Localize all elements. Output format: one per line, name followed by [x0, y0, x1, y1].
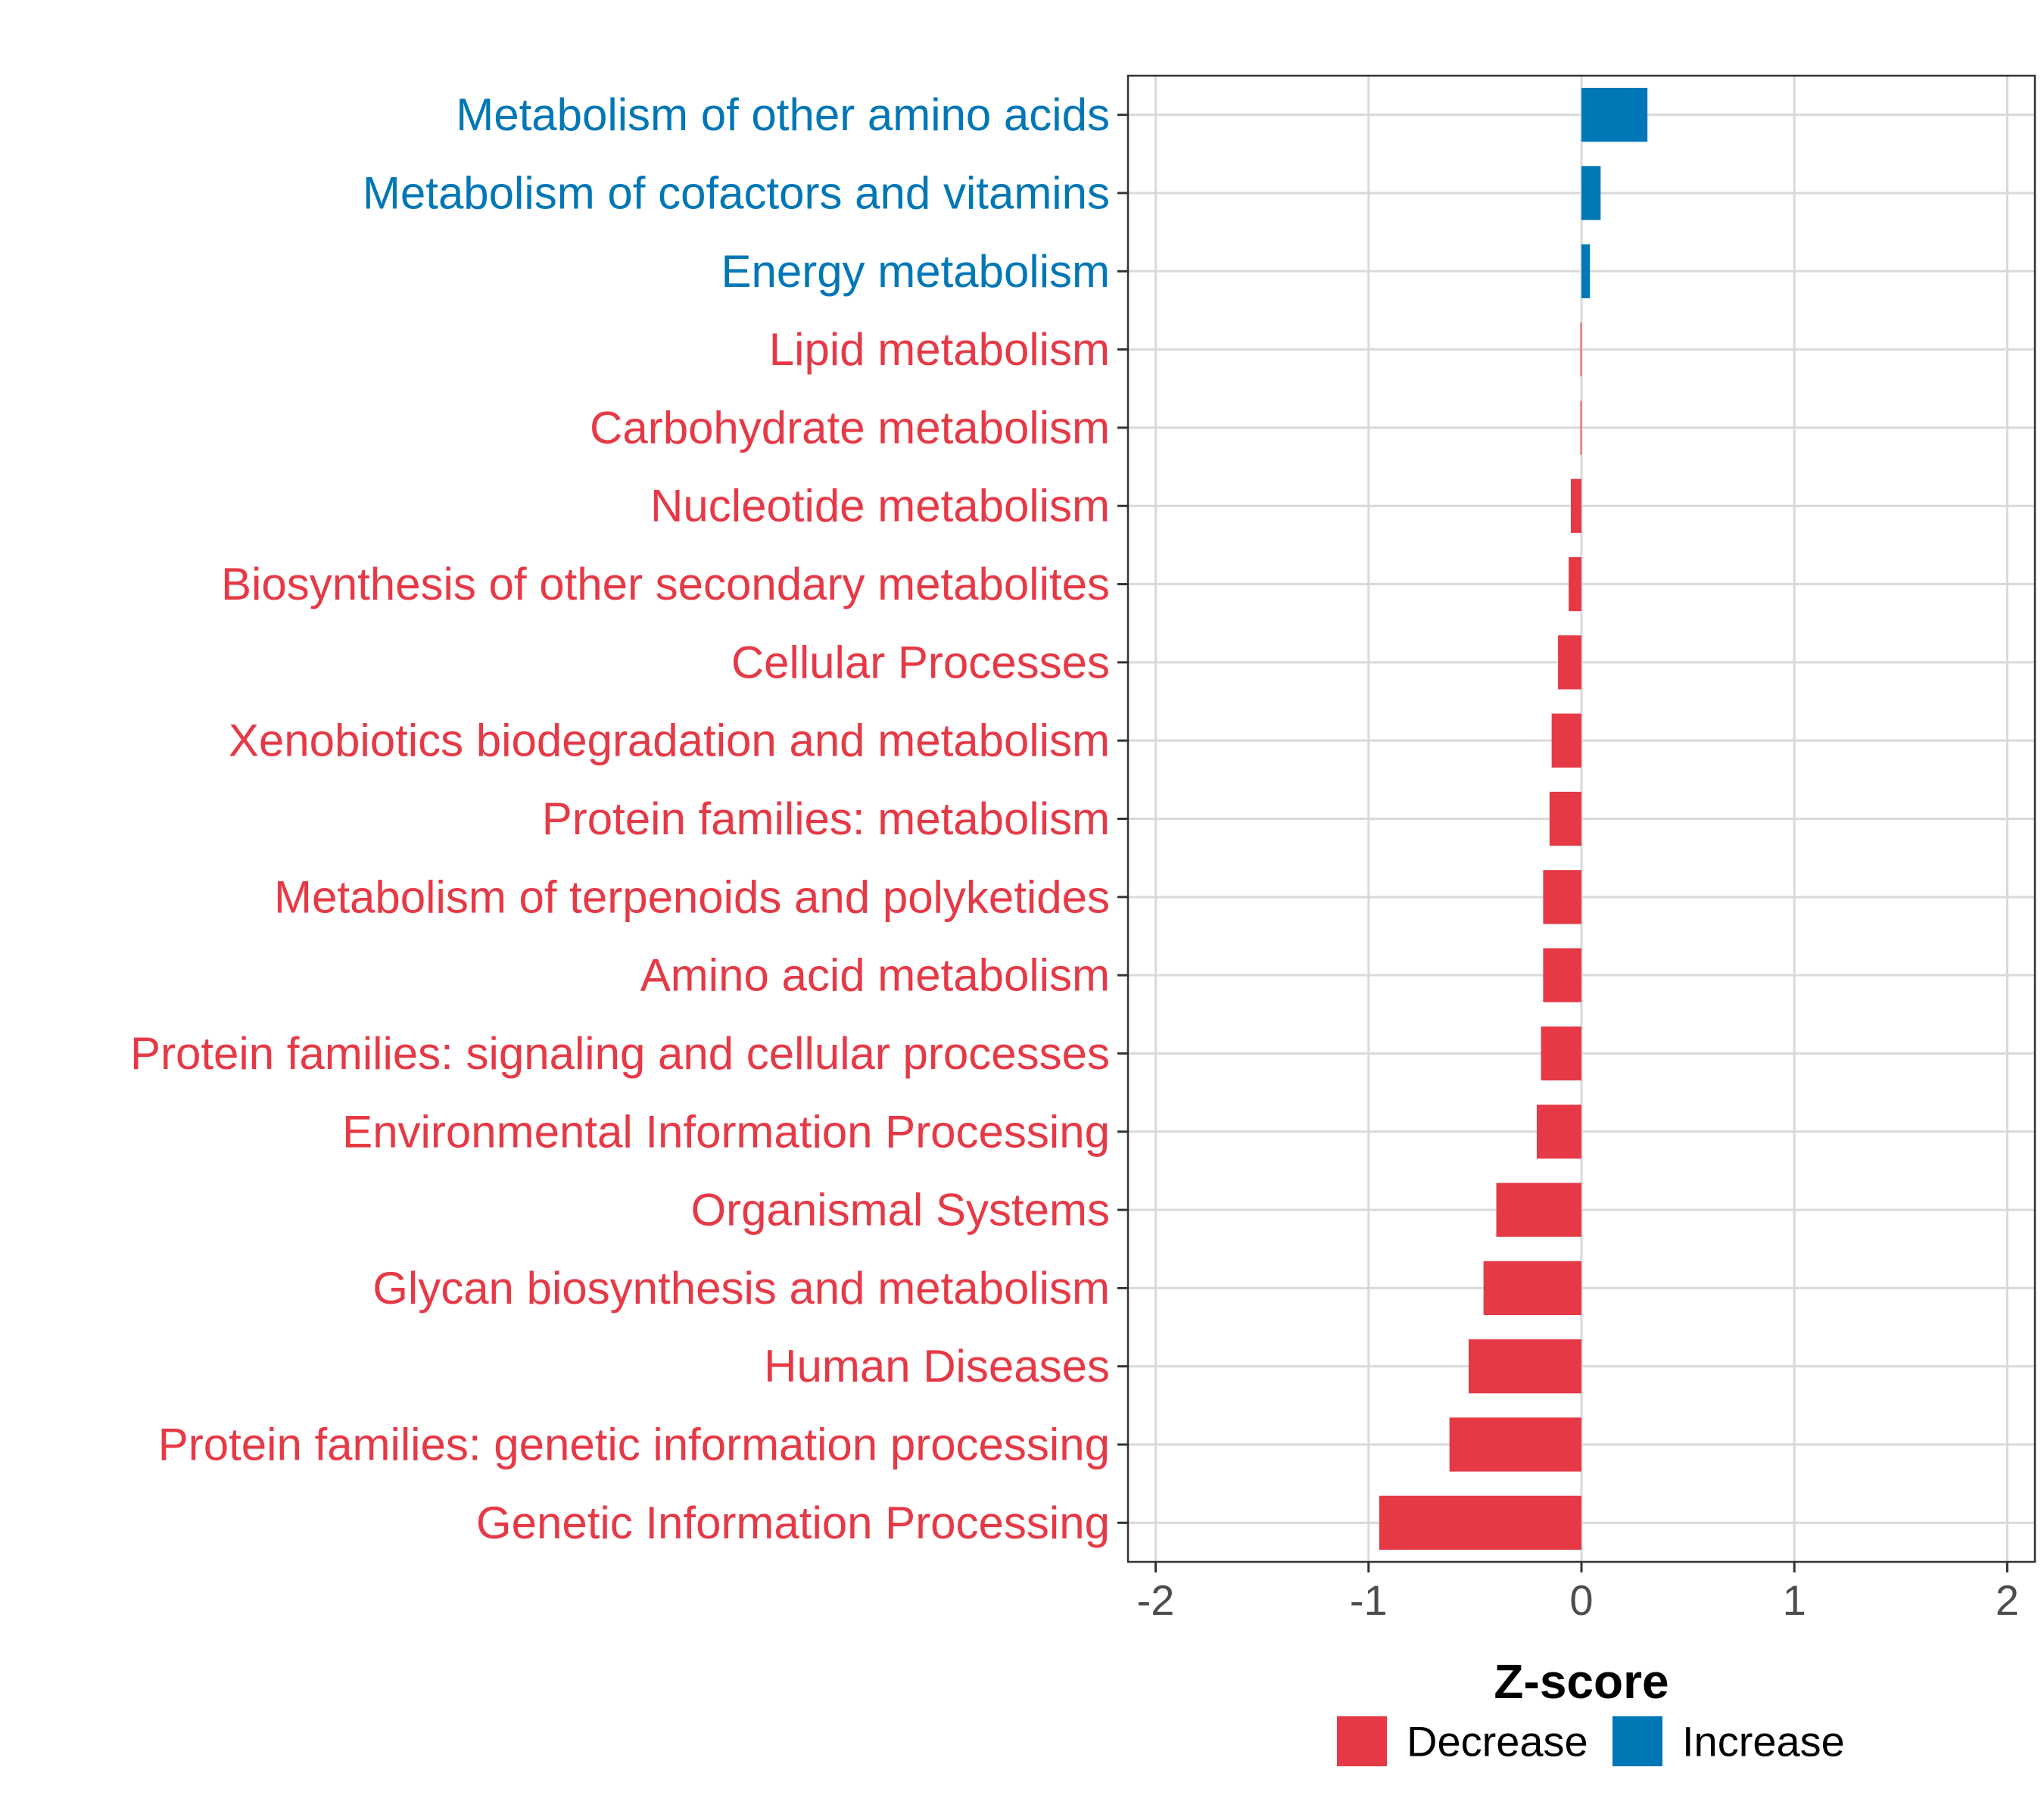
- category-label: Xenobiotics biodegradation and metabolis…: [229, 715, 1110, 766]
- bar: [1449, 1417, 1581, 1472]
- bar: [1581, 166, 1601, 220]
- bar: [1543, 948, 1581, 1002]
- category-label: Metabolism of other amino acids: [456, 89, 1110, 140]
- legend-label-increase: Increase: [1682, 1718, 1845, 1766]
- category-label: Metabolism of cofactors and vitamins: [363, 167, 1110, 218]
- bar: [1581, 88, 1648, 142]
- legend-label-decrease: Decrease: [1407, 1718, 1588, 1766]
- bar: [1551, 713, 1581, 768]
- legend-key-increase: [1612, 1716, 1662, 1766]
- category-label: Biosynthesis of other secondary metaboli…: [221, 559, 1110, 609]
- x-axis-title: Z-score: [1494, 1654, 1669, 1709]
- category-label: Amino acid metabolism: [640, 950, 1110, 1001]
- x-tick-label: -1: [1350, 1576, 1388, 1624]
- bar: [1570, 478, 1581, 533]
- category-label: Metabolism of terpenoids and polyketides: [274, 871, 1110, 922]
- category-label: Carbohydrate metabolism: [590, 402, 1110, 453]
- bar: [1569, 556, 1581, 612]
- category-label: Human Diseases: [764, 1341, 1110, 1392]
- bar: [1580, 400, 1582, 455]
- x-tick-label: 1: [1783, 1576, 1806, 1624]
- x-tick-label: 0: [1569, 1576, 1593, 1624]
- bar: [1379, 1495, 1581, 1550]
- category-label: Lipid metabolism: [769, 324, 1110, 375]
- bar: [1549, 791, 1581, 846]
- category-label: Protein families: genetic information pr…: [158, 1420, 1110, 1470]
- category-label: Organismal Systems: [691, 1185, 1110, 1236]
- bar: [1536, 1105, 1581, 1159]
- category-labels: Metabolism of other amino acids Metabolis…: [130, 89, 1128, 1548]
- x-tick-label: 2: [1996, 1576, 2019, 1624]
- category-label: Nucleotide metabolism: [650, 481, 1110, 531]
- category-label: Energy metabolism: [721, 246, 1110, 297]
- category-label: Environmental Information Processing: [342, 1106, 1110, 1157]
- bar: [1580, 322, 1582, 377]
- bar: [1483, 1261, 1581, 1316]
- category-label: Glycan biosynthesis and metabolism: [372, 1263, 1110, 1314]
- bar: [1496, 1183, 1581, 1237]
- category-label: Cellular Processes: [731, 637, 1110, 687]
- bar: [1541, 1026, 1581, 1081]
- bar: [1581, 244, 1591, 298]
- bars-layer: [1379, 88, 1648, 1550]
- category-label: Protein families: signaling and cellular…: [130, 1028, 1110, 1079]
- legend: Decrease Increase: [1337, 1716, 1845, 1766]
- x-tick-label: -2: [1137, 1576, 1175, 1624]
- category-label: Genetic Information Processing: [476, 1498, 1110, 1548]
- bar: [1468, 1339, 1581, 1394]
- x-axis-ticks: -2 -1 0 1 2: [1137, 1562, 2019, 1624]
- category-label: Protein families: metabolism: [542, 793, 1110, 844]
- bar: [1543, 870, 1581, 924]
- bar: [1558, 635, 1581, 690]
- legend-key-decrease: [1337, 1716, 1387, 1766]
